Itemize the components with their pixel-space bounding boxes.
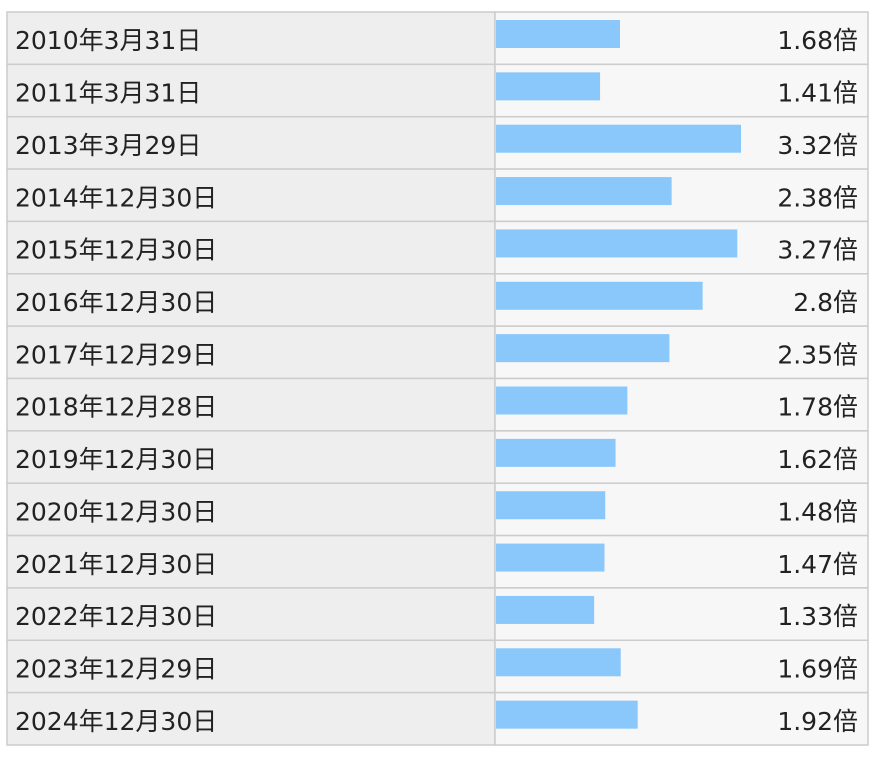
- label-cell: [6, 430, 496, 484]
- value-label: 1.69倍: [777, 654, 858, 683]
- row-label: 2020年12月30日: [15, 497, 217, 526]
- value-label: 1.33倍: [777, 602, 858, 631]
- row-label: 2018年12月28日: [15, 393, 217, 422]
- row-label: 2024年12月30日: [15, 707, 217, 736]
- value-label: 1.48倍: [777, 497, 858, 526]
- row-label: 2013年3月29日: [15, 131, 201, 160]
- label-cell: [6, 691, 496, 746]
- bar: [496, 438, 616, 467]
- label-cell: [6, 534, 496, 589]
- value-label: 1.78倍: [777, 393, 858, 422]
- bar: [496, 700, 638, 729]
- row-label: 2019年12月30日: [15, 445, 217, 474]
- value-label: 1.92倍: [777, 707, 858, 736]
- bar: [496, 124, 741, 153]
- bar: [496, 281, 703, 310]
- row-label: 2010年3月31日: [15, 26, 201, 55]
- value-label: 2.38倍: [777, 183, 858, 212]
- bar: [496, 543, 605, 572]
- label-cell: [6, 587, 496, 642]
- row-label: 2017年12月29日: [15, 340, 217, 369]
- value-label: 2.35倍: [777, 340, 858, 369]
- label-cell: [6, 11, 496, 66]
- label-cell: [6, 63, 496, 118]
- bar: [496, 177, 672, 206]
- value-label: 3.27倍: [777, 236, 858, 265]
- bar: [496, 72, 601, 101]
- value-label: 1.68倍: [777, 26, 858, 55]
- bar: [496, 229, 738, 258]
- value-label: 1.47倍: [777, 550, 858, 579]
- row-label: 2014年12月30日: [15, 183, 217, 212]
- row-label: 2015年12月30日: [15, 236, 217, 265]
- label-cell: [6, 639, 496, 694]
- bar: [496, 386, 628, 415]
- row-label: 2016年12月30日: [15, 288, 217, 317]
- bar: [496, 648, 621, 677]
- label-cell: [6, 482, 496, 537]
- row-label: 2023年12月29日: [15, 654, 217, 683]
- value-label: 1.41倍: [777, 79, 858, 108]
- value-label: 2.8倍: [793, 288, 858, 317]
- bar: [496, 491, 606, 520]
- bar: [496, 334, 670, 363]
- row-label: 2011年3月31日: [15, 79, 201, 108]
- bar: [496, 20, 620, 48]
- value-label: 3.32倍: [777, 131, 858, 160]
- value-label: 1.62倍: [777, 445, 858, 474]
- row-label: 2021年12月30日: [15, 550, 217, 579]
- bar: [496, 595, 595, 624]
- row-label: 2022年12月30日: [15, 602, 217, 631]
